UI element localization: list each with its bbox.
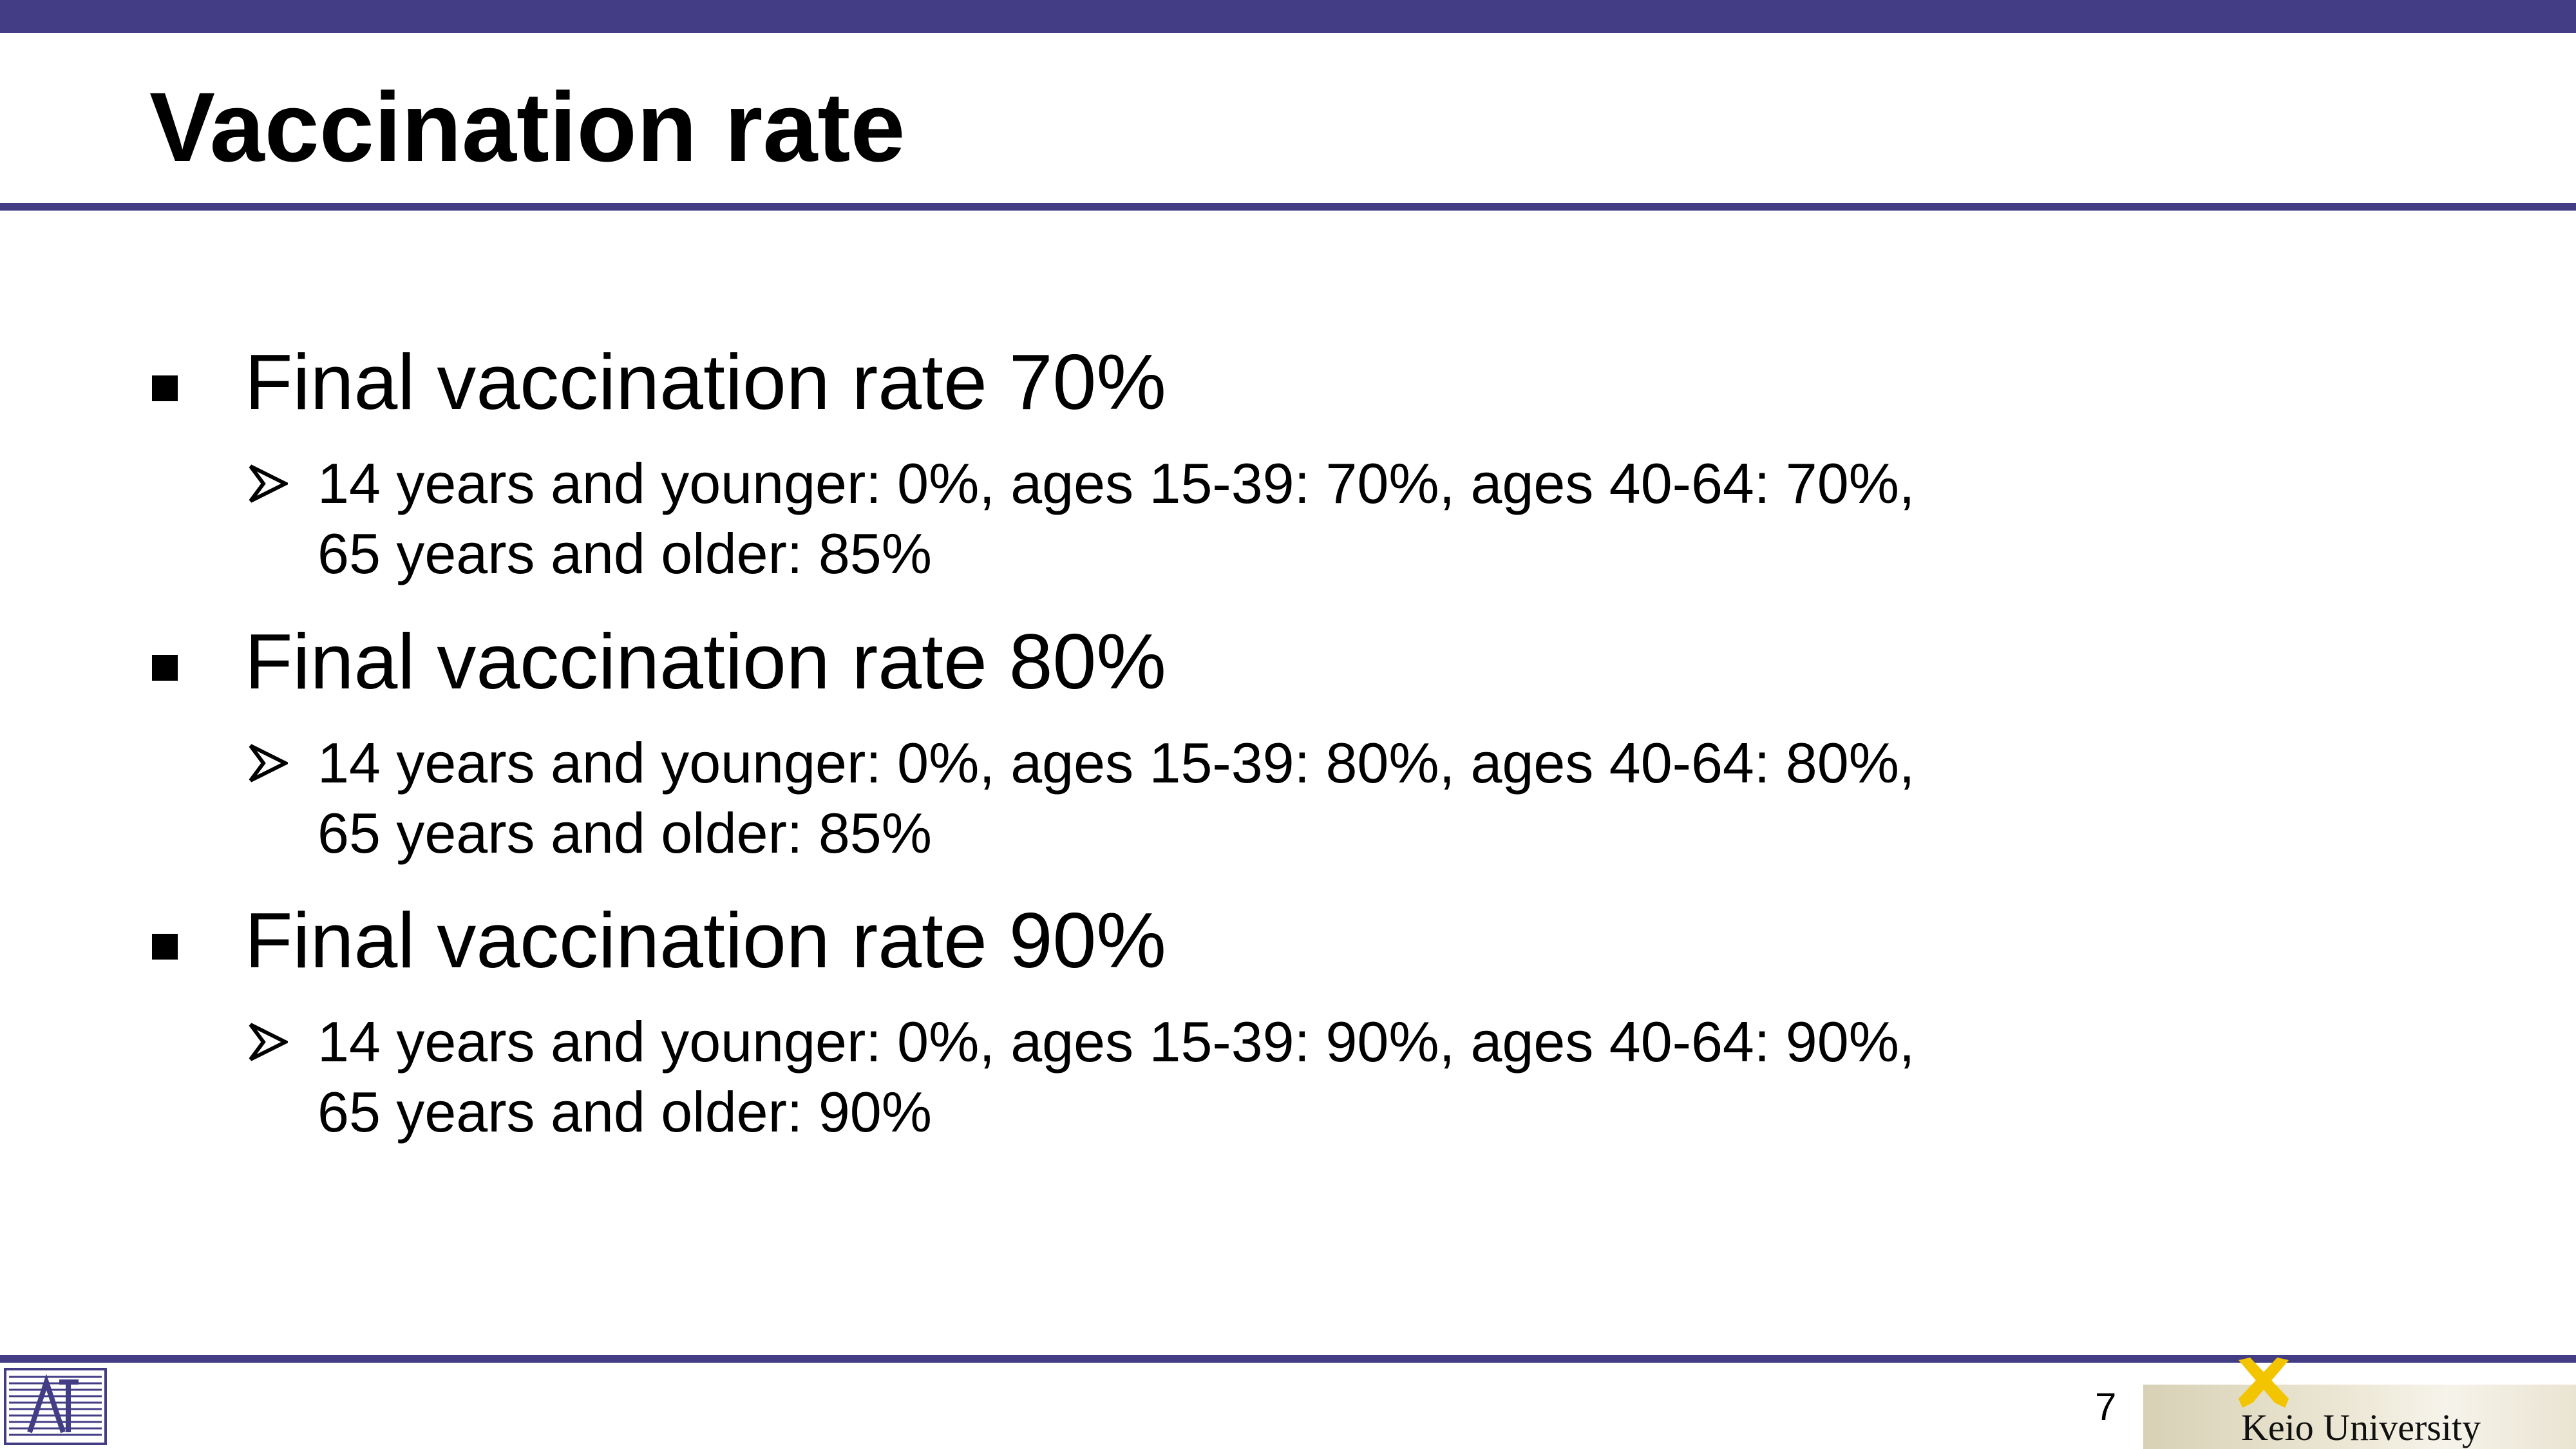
bullet-detail-line: 65 years and older: 90% <box>317 1080 932 1144</box>
square-bullet-icon <box>152 375 178 401</box>
bullet-detail-line: 65 years and older: 85% <box>317 522 932 585</box>
footer-divider <box>0 1355 2576 1363</box>
page-number: 7 <box>2095 1385 2117 1428</box>
bullet-heading: Final vaccination rate 90% <box>245 896 1166 984</box>
arrow-bullet-icon <box>249 744 288 782</box>
bullet-detail-line: 14 years and younger: 0%, ages 15-39: 80… <box>317 731 1915 795</box>
arrow-bullet-icon <box>249 464 288 503</box>
slide-title: Vaccination rate <box>149 72 905 182</box>
bullet-detail-line: 14 years and younger: 0%, ages 15-39: 70… <box>317 451 1915 515</box>
arrow-bullet-icon <box>249 1023 288 1061</box>
square-bullet-icon <box>152 655 178 681</box>
university-name: Keio University <box>2241 1406 2481 1448</box>
bullet-detail-line: 14 years and younger: 0%, ages 15-39: 90… <box>317 1010 1915 1074</box>
top-accent-bar <box>0 0 2576 33</box>
square-bullet-icon <box>152 934 178 960</box>
keio-pen-logo-icon <box>2239 1358 2289 1408</box>
bullet-heading: Final vaccination rate 80% <box>245 618 1166 705</box>
title-divider <box>0 203 2576 211</box>
keio-banner <box>2143 1385 2576 1449</box>
bullet-detail-line: 65 years and older: 85% <box>317 801 932 865</box>
lab-logo-icon <box>4 1368 107 1445</box>
bullet-heading: Final vaccination rate 70% <box>245 338 1166 426</box>
